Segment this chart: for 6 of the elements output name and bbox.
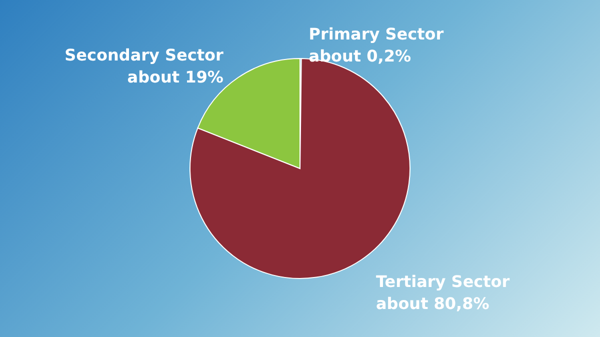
slice-label: Tertiary Sector: [376, 272, 510, 291]
data-label: about 80,8%: [376, 294, 490, 313]
slice-label: Primary Sector: [308, 24, 444, 44]
data-label: about 19%: [127, 68, 224, 87]
slice-label: Secondary Sector: [64, 46, 224, 65]
data-label: about 0,2%: [308, 46, 411, 66]
